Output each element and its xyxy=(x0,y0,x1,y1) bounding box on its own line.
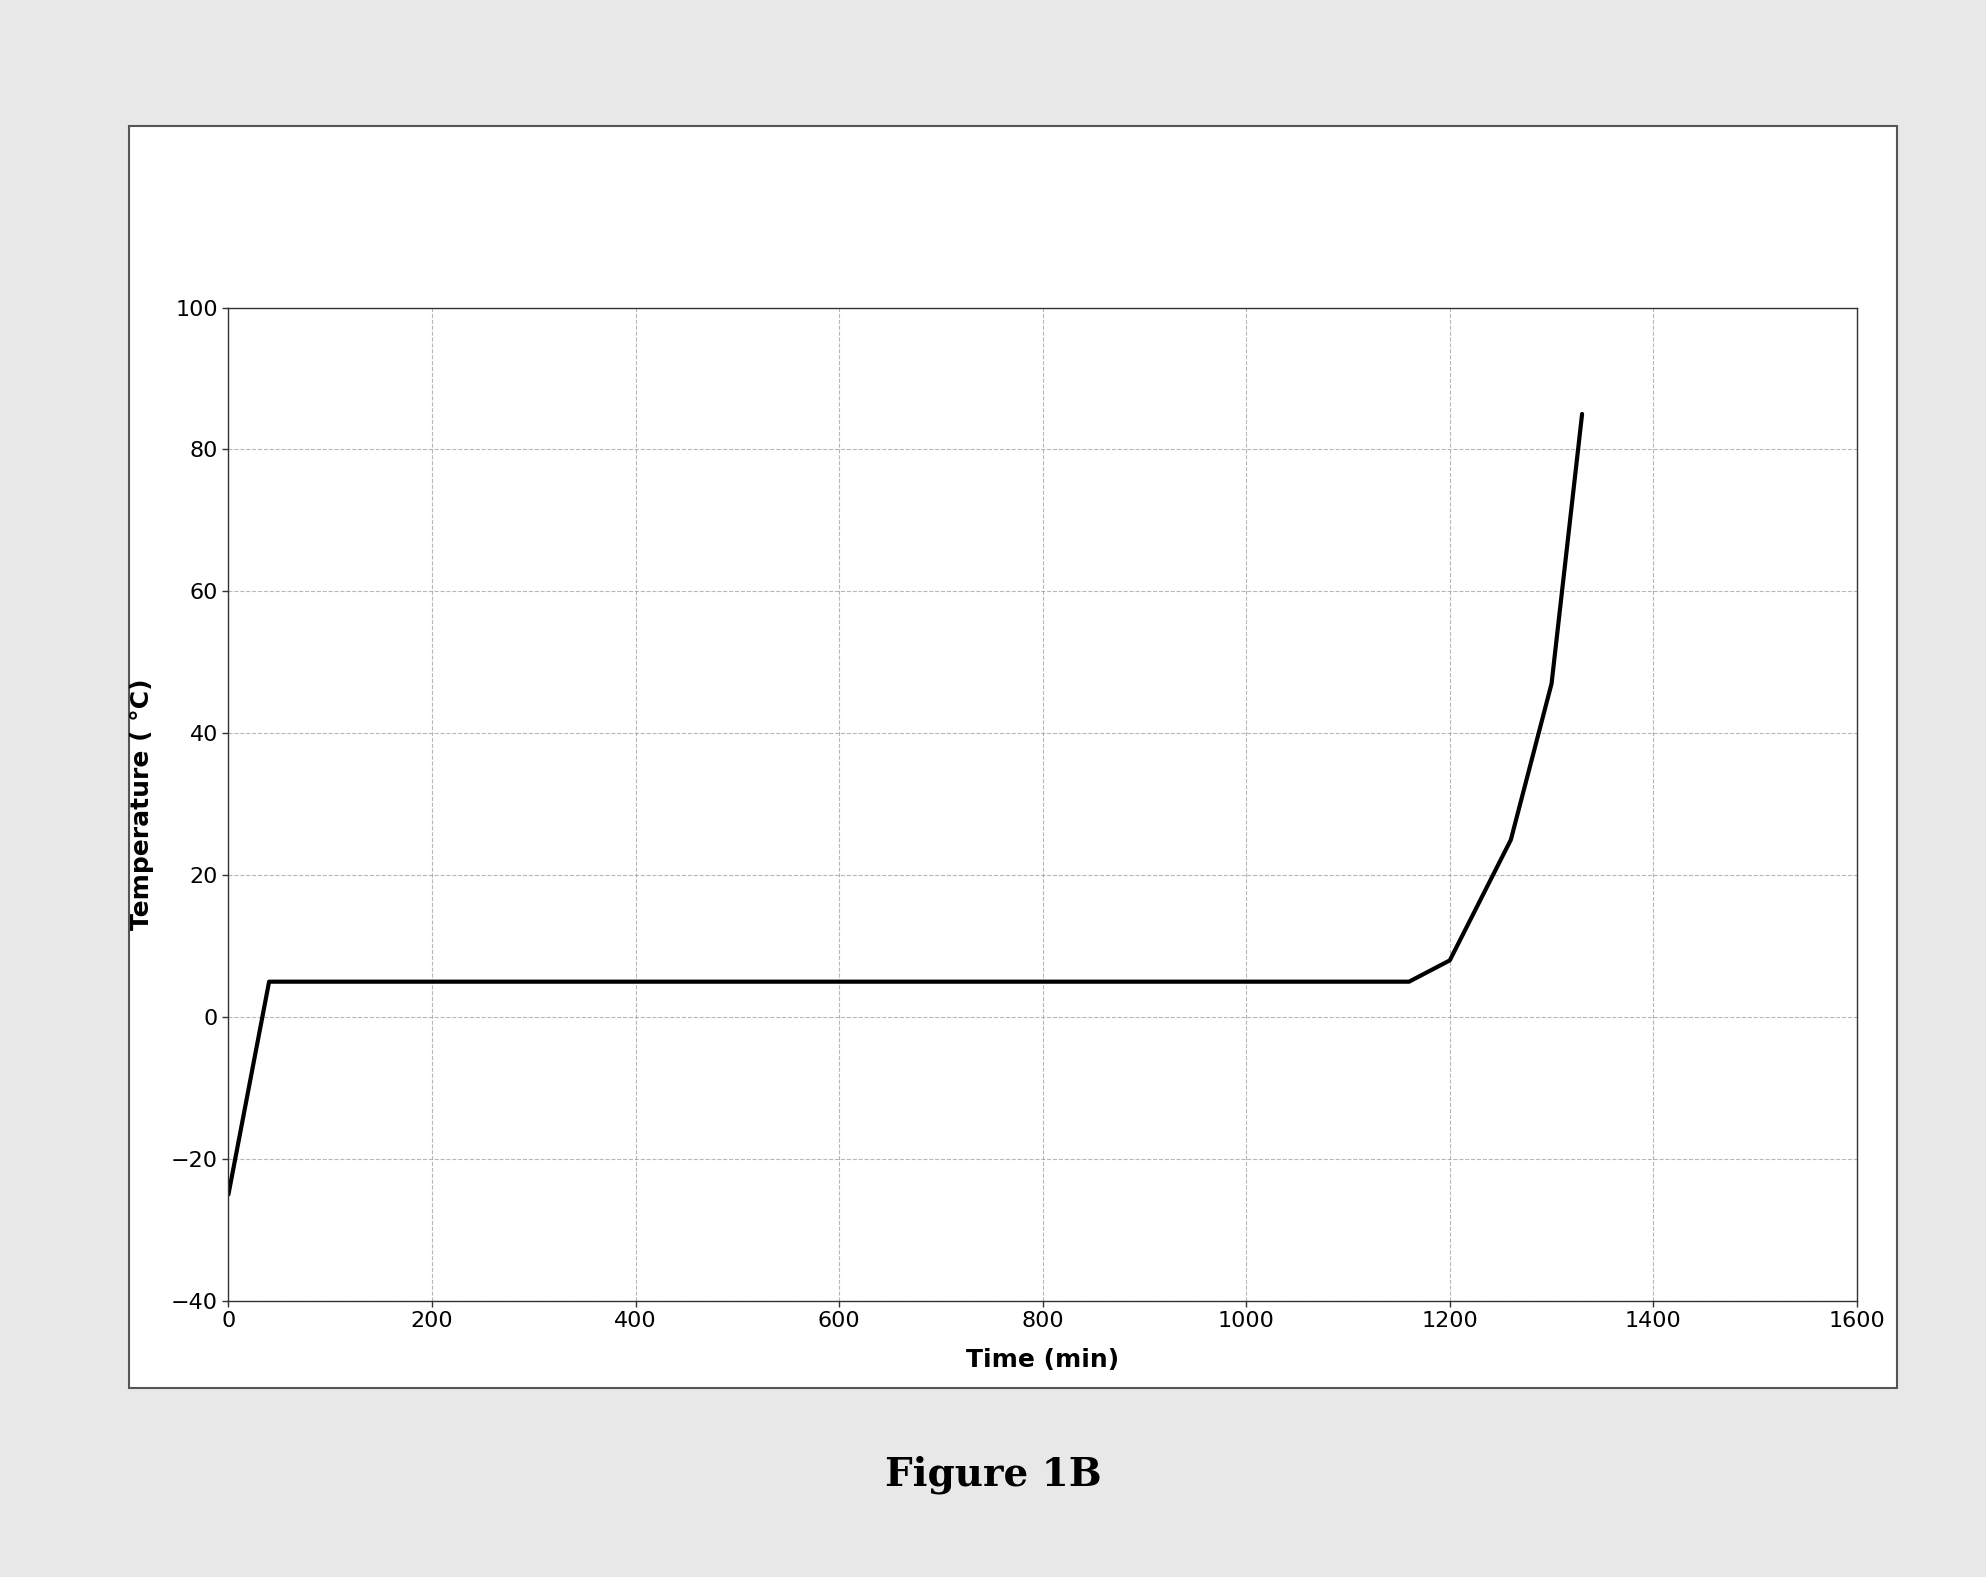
Text: Figure 1B: Figure 1B xyxy=(884,1456,1102,1493)
Y-axis label: Temperature ( °C): Temperature ( °C) xyxy=(131,678,155,930)
X-axis label: Time (min): Time (min) xyxy=(965,1348,1120,1372)
